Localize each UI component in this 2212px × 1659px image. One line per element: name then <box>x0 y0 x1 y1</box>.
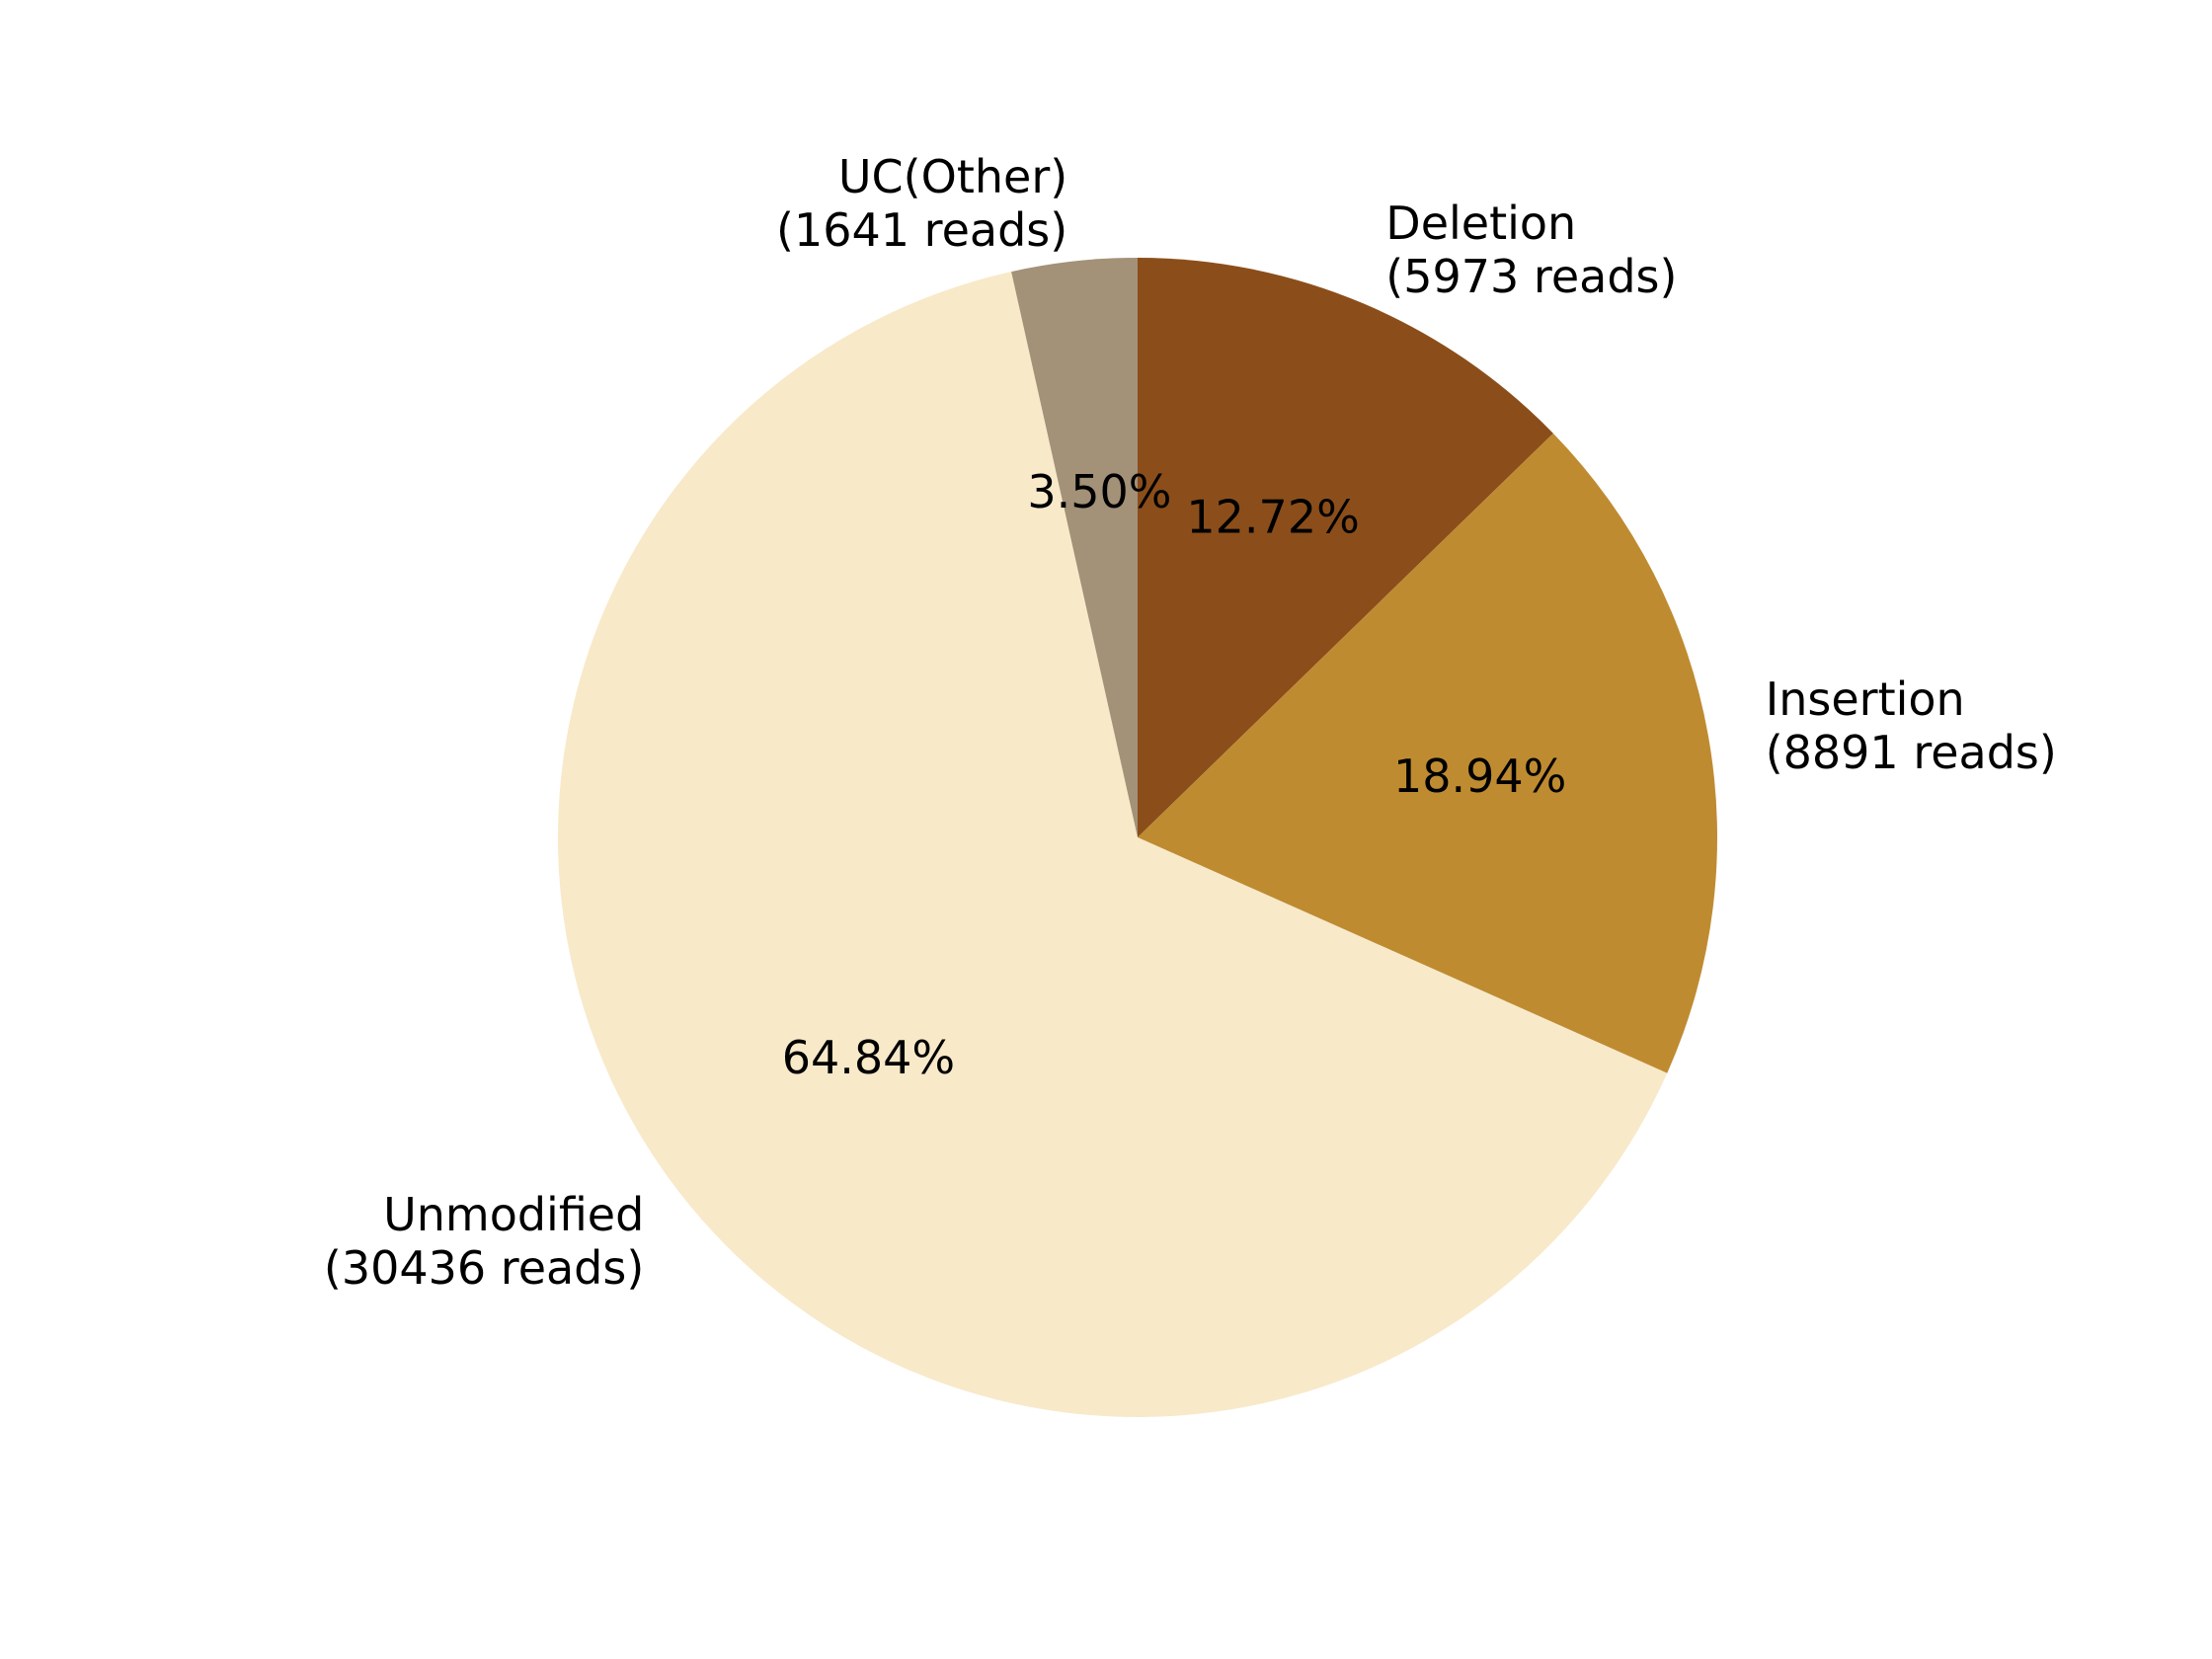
slice-reads: (8891 reads) <box>1766 726 2057 779</box>
slice-label-deletion: Deletion (5973 reads) <box>1385 197 1677 303</box>
pie-slice-unmodified <box>558 272 1668 1417</box>
slice-reads: (5973 reads) <box>1385 250 1677 303</box>
slice-name-labels: Deletion (5973 reads) Insertion (8891 reads… <box>324 150 2057 1295</box>
slice-name: Insertion <box>1766 672 1965 726</box>
slice-reads: (1641 reads) <box>776 203 1067 257</box>
slice-label-uc-other: UC(Other) (1641 reads) <box>776 150 1067 257</box>
slice-name: UC(Other) <box>838 150 1067 203</box>
percent-label-insertion: 18.94% <box>1393 750 1566 803</box>
percent-label-deletion: 12.72% <box>1186 491 1359 544</box>
pie-slice-deletion <box>1138 258 1553 837</box>
slice-label-unmodified: Unmodified (30436 reads) <box>324 1188 644 1295</box>
slice-label-insertion: Insertion (8891 reads) <box>1766 672 2057 779</box>
percent-labels: 12.72% 18.94% 64.84% 3.50% <box>782 465 1567 1084</box>
percent-label-uc-other: 3.50% <box>1027 465 1171 518</box>
slice-reads: (30436 reads) <box>324 1241 644 1295</box>
pie-slice-uc-other <box>1011 258 1138 837</box>
pie-slices <box>558 258 1717 1417</box>
slice-name: Unmodified <box>383 1188 644 1241</box>
pie-slice-insertion <box>1138 433 1717 1073</box>
percent-label-unmodified: 64.84% <box>782 1031 955 1084</box>
slice-name: Deletion <box>1385 197 1576 250</box>
